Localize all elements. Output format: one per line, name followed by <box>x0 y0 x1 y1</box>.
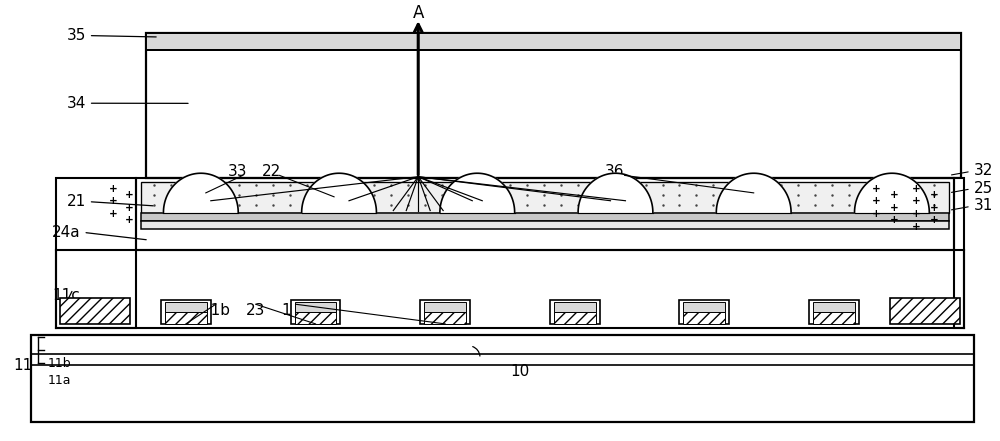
Bar <box>424 302 466 312</box>
Bar <box>31 335 974 422</box>
Text: +: + <box>890 215 898 225</box>
Bar <box>420 300 470 324</box>
Text: 25: 25 <box>951 181 993 196</box>
Text: +: + <box>929 215 938 225</box>
Bar <box>60 298 130 324</box>
Bar <box>813 302 855 312</box>
Text: +: + <box>109 209 117 219</box>
Bar <box>295 312 336 324</box>
Text: A: A <box>413 4 424 22</box>
Bar <box>56 178 136 328</box>
Bar <box>554 302 596 312</box>
Bar <box>161 300 211 324</box>
Bar <box>813 312 855 324</box>
Text: +: + <box>911 196 920 206</box>
Bar <box>890 298 960 324</box>
Text: 35: 35 <box>66 28 156 43</box>
Bar <box>683 302 725 312</box>
Text: 31: 31 <box>951 198 993 213</box>
Text: 11a: 11a <box>47 374 71 387</box>
Text: 11c: 11c <box>52 288 80 303</box>
Text: 22: 22 <box>262 164 281 179</box>
Bar <box>683 312 725 324</box>
Polygon shape <box>440 173 515 213</box>
Bar <box>136 178 954 250</box>
Text: +: + <box>872 196 880 206</box>
Text: +: + <box>929 203 938 213</box>
Text: +: + <box>125 190 133 200</box>
Bar <box>554 312 596 324</box>
Text: +: + <box>125 203 133 213</box>
Bar <box>679 300 729 324</box>
Polygon shape <box>302 173 376 213</box>
Text: 32: 32 <box>951 164 993 179</box>
Text: +: + <box>872 183 880 194</box>
Text: 24a: 24a <box>52 224 146 240</box>
Text: +: + <box>109 196 117 206</box>
Text: +: + <box>872 209 880 219</box>
Bar <box>291 300 340 324</box>
Text: 23: 23 <box>246 303 265 318</box>
Text: 11b: 11b <box>201 303 230 318</box>
Text: +: + <box>890 203 898 213</box>
Bar <box>550 300 600 324</box>
Text: 11: 11 <box>14 358 33 373</box>
Text: +: + <box>911 183 920 194</box>
Text: +: + <box>125 215 133 225</box>
Text: +: + <box>911 209 920 219</box>
Text: 33: 33 <box>228 164 247 179</box>
Bar <box>141 213 949 221</box>
Bar <box>141 221 949 229</box>
Bar <box>146 34 961 50</box>
Text: 34: 34 <box>66 96 188 111</box>
Text: 11b: 11b <box>47 357 71 370</box>
Text: 10: 10 <box>510 364 530 379</box>
Bar <box>146 34 961 178</box>
Bar <box>141 182 949 213</box>
Text: +: + <box>929 190 938 200</box>
Polygon shape <box>716 173 791 213</box>
Text: 11a: 11a <box>281 303 310 318</box>
Polygon shape <box>855 173 929 213</box>
Bar <box>295 302 336 312</box>
Text: +: + <box>890 190 898 200</box>
Bar <box>809 300 859 324</box>
Text: 36: 36 <box>605 164 624 179</box>
Text: 21: 21 <box>67 194 153 209</box>
Text: +: + <box>911 221 920 232</box>
Bar <box>424 312 466 324</box>
Polygon shape <box>578 173 653 213</box>
Bar <box>165 302 207 312</box>
Bar <box>165 312 207 324</box>
Text: +: + <box>109 183 117 194</box>
Polygon shape <box>163 173 238 213</box>
Bar <box>954 178 964 328</box>
